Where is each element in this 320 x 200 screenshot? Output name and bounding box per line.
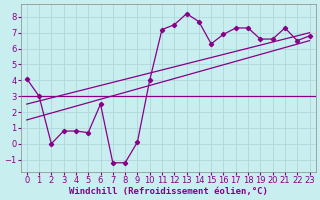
X-axis label: Windchill (Refroidissement éolien,°C): Windchill (Refroidissement éolien,°C) [69, 187, 268, 196]
